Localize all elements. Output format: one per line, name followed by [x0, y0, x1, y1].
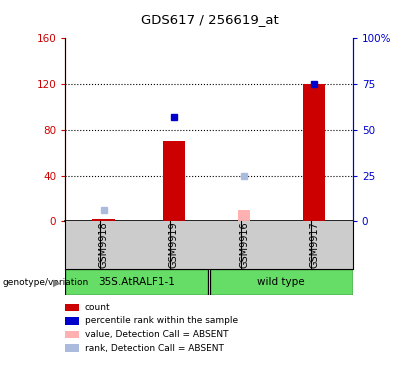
Text: genotype/variation: genotype/variation [2, 278, 88, 287]
Text: 35S.AtRALF1-1: 35S.AtRALF1-1 [99, 277, 176, 287]
Bar [163, 141, 185, 221]
Text: rank, Detection Call = ABSENT: rank, Detection Call = ABSENT [85, 344, 224, 352]
Text: GDS617 / 256619_at: GDS617 / 256619_at [141, 13, 279, 26]
Text: wild type: wild type [257, 277, 304, 287]
Bar [238, 210, 250, 221]
Text: count: count [85, 303, 110, 312]
Text: GSM9919: GSM9919 [169, 221, 179, 268]
Text: percentile rank within the sample: percentile rank within the sample [85, 317, 238, 325]
Bar [92, 219, 115, 221]
Text: GSM9918: GSM9918 [99, 221, 109, 268]
Text: GSM9917: GSM9917 [309, 221, 319, 268]
Text: value, Detection Call = ABSENT: value, Detection Call = ABSENT [85, 330, 228, 339]
Text: ▶: ▶ [53, 277, 60, 288]
Bar [65, 269, 208, 295]
Bar [303, 84, 326, 221]
Bar [210, 269, 353, 295]
Text: GSM9916: GSM9916 [239, 221, 249, 268]
